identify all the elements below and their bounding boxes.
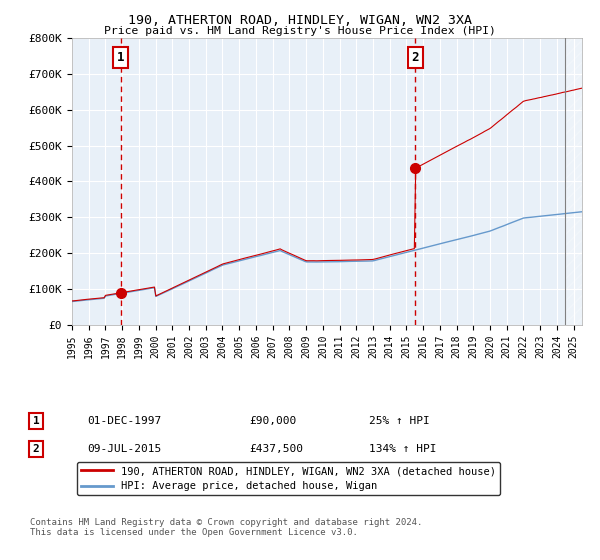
Text: 1: 1 xyxy=(117,51,125,64)
Text: 190, ATHERTON ROAD, HINDLEY, WIGAN, WN2 3XA: 190, ATHERTON ROAD, HINDLEY, WIGAN, WN2 … xyxy=(128,14,472,27)
Text: 2: 2 xyxy=(412,51,419,64)
Legend: 190, ATHERTON ROAD, HINDLEY, WIGAN, WN2 3XA (detached house), HPI: Average price: 190, ATHERTON ROAD, HINDLEY, WIGAN, WN2 … xyxy=(77,462,500,496)
Text: 134% ↑ HPI: 134% ↑ HPI xyxy=(369,444,437,454)
Text: 09-JUL-2015: 09-JUL-2015 xyxy=(87,444,161,454)
Text: Price paid vs. HM Land Registry's House Price Index (HPI): Price paid vs. HM Land Registry's House … xyxy=(104,26,496,36)
Text: Contains HM Land Registry data © Crown copyright and database right 2024.
This d: Contains HM Land Registry data © Crown c… xyxy=(30,518,422,538)
Text: £437,500: £437,500 xyxy=(249,444,303,454)
Bar xyxy=(565,38,582,325)
Text: 1: 1 xyxy=(32,416,40,426)
Text: 01-DEC-1997: 01-DEC-1997 xyxy=(87,416,161,426)
Text: 25% ↑ HPI: 25% ↑ HPI xyxy=(369,416,430,426)
Text: £90,000: £90,000 xyxy=(249,416,296,426)
Text: 2: 2 xyxy=(32,444,40,454)
